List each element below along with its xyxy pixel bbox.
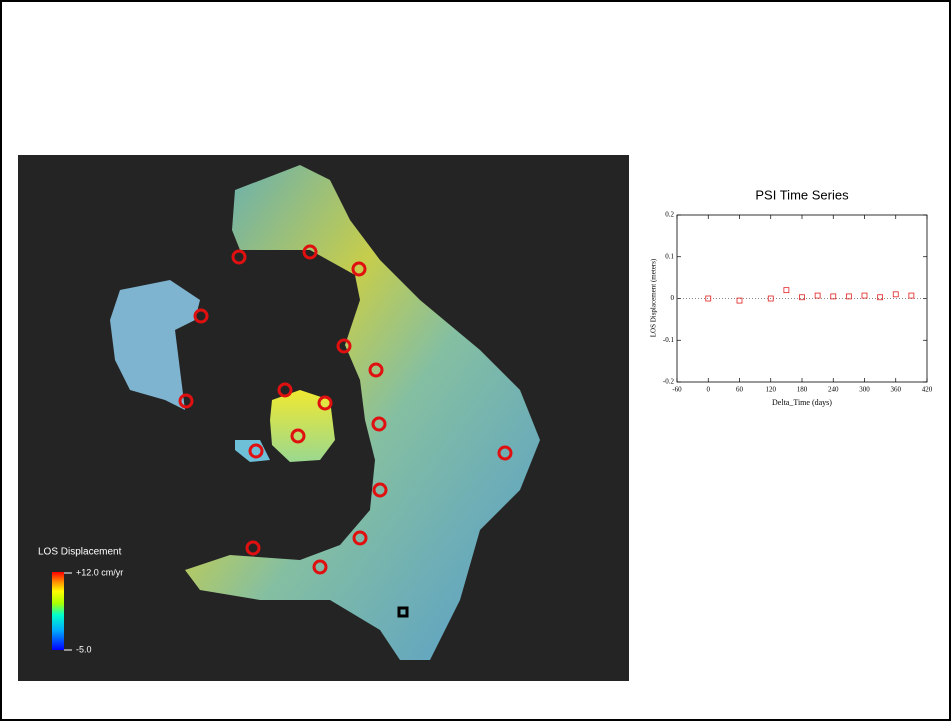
x-axis-label: Delta_Time (days)	[772, 398, 832, 407]
x-tick-label: 300	[859, 386, 870, 394]
chart-title: PSI Time Series	[755, 187, 849, 202]
color-bar	[52, 572, 64, 650]
y-tick-label: 0.1	[665, 252, 674, 260]
screen: LOS Displacement +12.0 cm/yr -5.0 PSI Ti…	[0, 0, 951, 721]
y-tick-label: -0.2	[663, 378, 675, 386]
x-tick-label: 420	[922, 386, 933, 394]
time-series-chart: PSI Time Series Delta_Time (days) LOS Di…	[650, 187, 933, 406]
x-tick-label: 0	[707, 386, 711, 394]
point	[862, 293, 867, 298]
x-tick-label: 240	[828, 386, 839, 394]
x-tick-label: 360	[891, 386, 902, 394]
legend-min: -5.0	[76, 644, 92, 654]
y-axis-label: LOS Displacement (meters)	[650, 258, 658, 337]
island	[270, 390, 335, 462]
x-tick-label: 120	[766, 386, 777, 394]
legend-title: LOS Displacement	[38, 547, 122, 558]
y-tick-label: 0.2	[665, 211, 674, 219]
point	[878, 295, 883, 300]
point	[909, 293, 914, 298]
plot-frame	[677, 215, 927, 382]
y-tick-label: 0	[671, 294, 675, 302]
point	[815, 293, 820, 298]
x-tick-label: 60	[736, 386, 744, 394]
legend-max: +12.0 cm/yr	[76, 567, 123, 577]
point	[893, 292, 898, 297]
point	[800, 295, 805, 300]
x-tick-label: -60	[672, 386, 682, 394]
y-tick-label: -0.1	[663, 336, 675, 344]
point	[784, 288, 789, 293]
map: LOS Displacement +12.0 cm/yr -5.0	[18, 155, 629, 681]
x-tick-label: 180	[797, 386, 808, 394]
